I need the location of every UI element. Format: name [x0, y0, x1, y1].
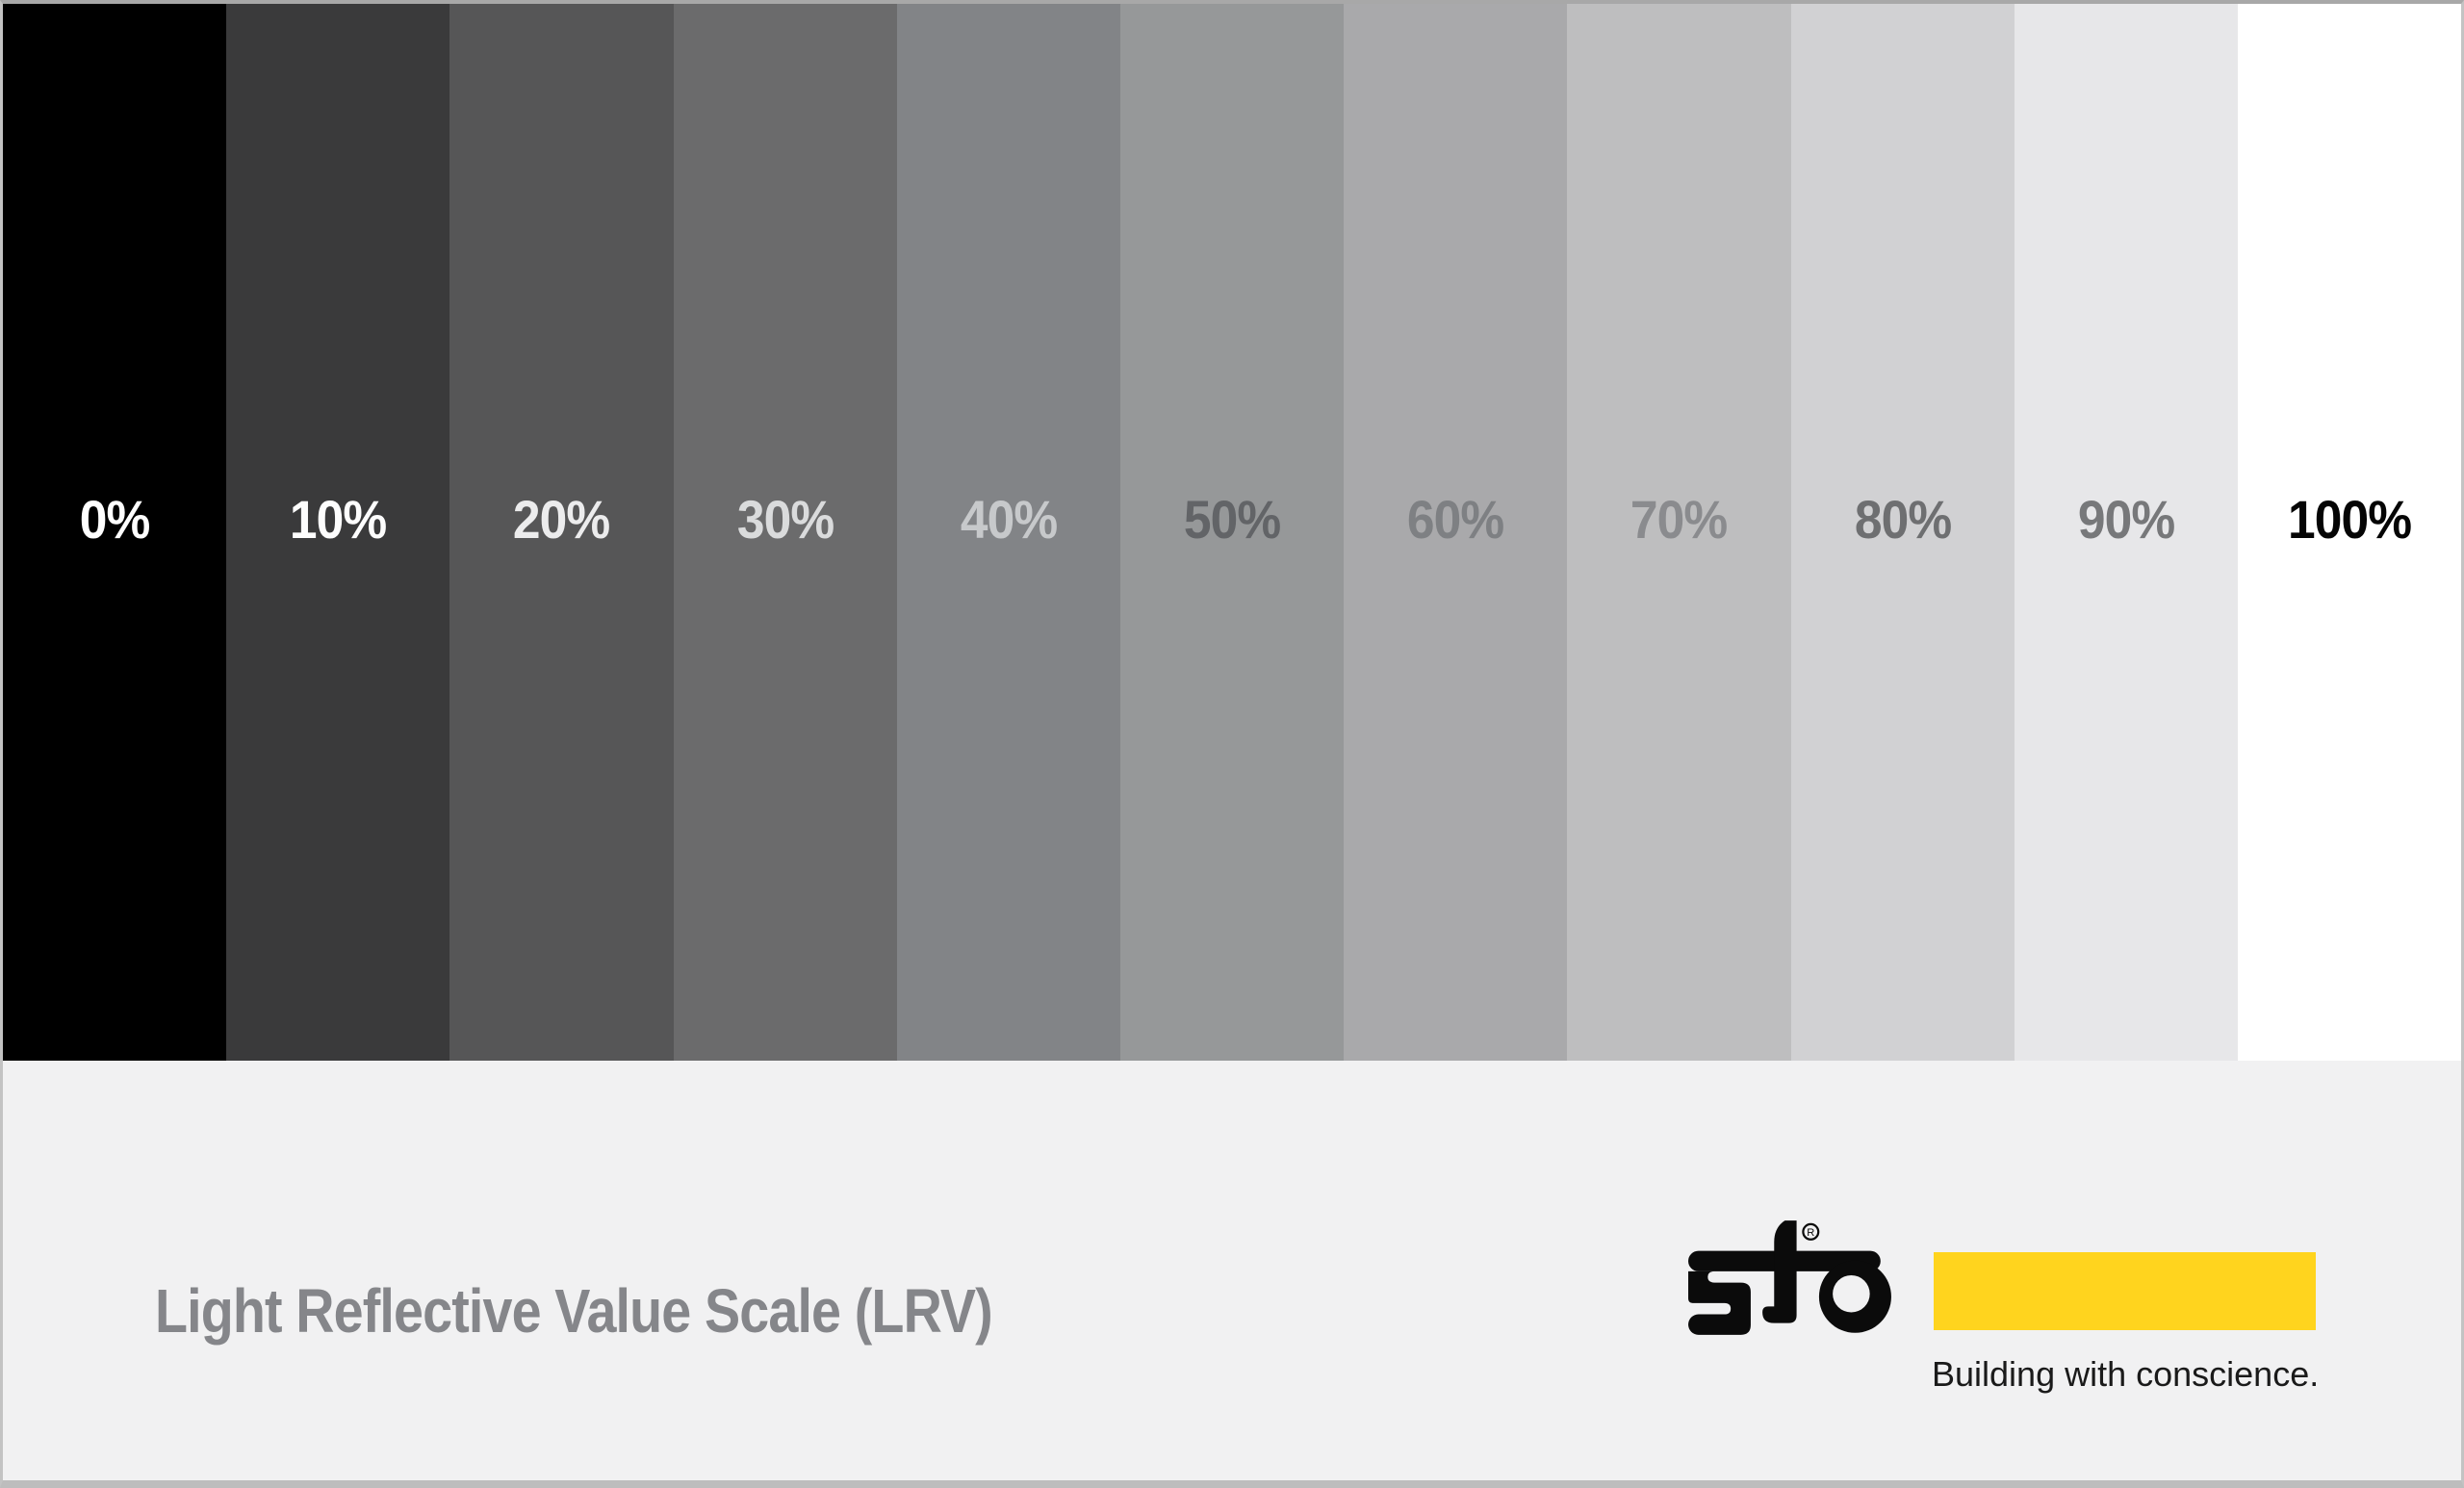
lrv-percent-label: 80%	[1854, 488, 1951, 550]
lrv-swatch-70: 70%	[1567, 4, 1791, 1061]
logo-letter-s	[1688, 1270, 1751, 1335]
sto-logo: R	[1686, 1220, 1894, 1336]
lrv-swatch-40: 40%	[896, 4, 1120, 1061]
lrv-percent-label: 40%	[960, 488, 1058, 550]
grayscale-bar-strip: 0% 10% 20% 30% 40% 50% 60% 70% 80%	[3, 4, 2461, 1061]
lrv-swatch-80: 80%	[1790, 4, 2015, 1061]
logo-letter-t	[1762, 1220, 1797, 1323]
registered-mark-letter: R	[1807, 1227, 1814, 1239]
scale-title: Light Reflective Value Scale (LRV)	[155, 1276, 993, 1346]
lrv-swatch-90: 90%	[2014, 4, 2238, 1061]
footer: Light Reflective Value Scale (LRV) R	[3, 1061, 2461, 1480]
brand-yellow-block	[1934, 1252, 2316, 1330]
lrv-percent-label: 70%	[1630, 488, 1728, 550]
lrv-percent-label: 90%	[2077, 488, 2175, 550]
lrv-swatch-10: 10%	[226, 4, 450, 1061]
lrv-swatch-30: 30%	[673, 4, 897, 1061]
lrv-percent-label: 20%	[513, 488, 610, 550]
lrv-percent-label: 60%	[1407, 488, 1504, 550]
lrv-swatch-20: 20%	[449, 4, 674, 1061]
sto-logo-graphic: R	[1688, 1220, 1891, 1335]
lrv-swatch-60: 60%	[1344, 4, 1568, 1061]
lrv-swatch-50: 50%	[1119, 4, 1345, 1061]
registered-mark-circle	[1802, 1222, 1820, 1241]
lrv-percent-label: 30%	[736, 488, 834, 550]
lrv-swatch-100: 100%	[2237, 4, 2461, 1061]
brand-tagline: Building with conscience.	[1932, 1354, 2320, 1394]
lrv-percent-label: 10%	[290, 488, 387, 550]
lrv-percent-label: 0%	[79, 488, 151, 550]
lrv-percent-label: 100%	[2287, 488, 2412, 550]
lrv-percent-label: 50%	[1183, 488, 1281, 550]
lrv-swatch-0: 0%	[3, 4, 227, 1061]
logo-letter-o-counter	[1833, 1274, 1870, 1313]
